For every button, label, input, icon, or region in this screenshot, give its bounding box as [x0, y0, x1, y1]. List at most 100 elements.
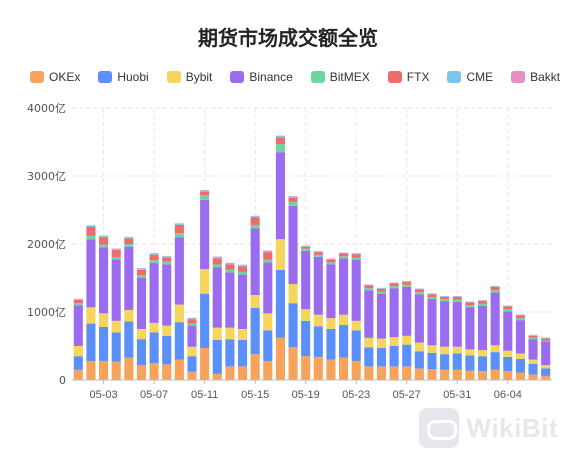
legend-swatch: [310, 71, 325, 83]
bar-segment-bitmex: [528, 337, 538, 340]
bar-segment-ftx: [490, 286, 500, 291]
bar-segment-binance: [263, 262, 273, 314]
bar-segment-okex: [364, 366, 374, 380]
wikibit-logo-icon: [418, 408, 459, 448]
bar-segment-ftx: [301, 246, 311, 249]
bar-segment-huobi: [200, 293, 210, 349]
bar-segment-cme: [351, 253, 361, 255]
bar-segment-binance: [414, 294, 424, 343]
legend-label: Huobi: [117, 70, 149, 84]
bar-segment-bybit: [376, 338, 387, 349]
y-tick-label: 2000亿: [27, 238, 66, 251]
bar-segment-binance: [515, 320, 525, 354]
bar-segment-binance: [313, 256, 323, 315]
bar-segment-bitmex: [225, 269, 235, 273]
bar-segment-bitmex: [452, 299, 462, 302]
bar-segment-bybit: [263, 313, 273, 331]
bar-segment-cme: [477, 300, 488, 302]
bar-segment-ftx: [389, 283, 399, 287]
bar-segment-okex: [149, 363, 159, 380]
bar-segment-ftx: [541, 338, 551, 341]
legend-item-binance[interactable]: Binance: [230, 70, 293, 84]
bar-segment-binance: [288, 205, 298, 285]
bar-segment-bitmex: [351, 257, 361, 260]
legend-item-okex[interactable]: OKEx: [30, 70, 80, 84]
legend-item-cme[interactable]: CME: [447, 70, 493, 84]
bar-segment-bitmex: [162, 261, 172, 265]
bar-segment-okex: [376, 366, 387, 380]
legend-item-ftx[interactable]: FTX: [387, 70, 429, 84]
bar-segment-bitmex: [326, 262, 336, 265]
bar-segment-ftx: [351, 254, 361, 258]
bar-segment-bitmex: [124, 244, 134, 247]
bar-segment-bybit: [326, 318, 336, 329]
bar-segment-huobi: [364, 347, 374, 367]
bar-segment-bybit: [124, 309, 134, 322]
bar-segment-ftx: [364, 285, 374, 289]
bar-segment-huobi: [136, 339, 147, 366]
bar-segment-binance: [99, 247, 109, 314]
bar-segment-bitmex: [301, 248, 311, 251]
bar-segment-bitmex: [402, 284, 412, 287]
legend-item-huobi[interactable]: Huobi: [98, 70, 149, 84]
bar-segment-bybit: [149, 322, 159, 333]
bar-segment-bitmex: [427, 297, 437, 300]
bar-segment-binance: [111, 259, 121, 321]
bar-segment-okex: [440, 369, 450, 380]
legend-item-bitmex[interactable]: BitMEX: [310, 70, 370, 84]
bar-segment-okex: [263, 360, 273, 380]
bar-segment-ftx: [162, 257, 172, 262]
bar-segment-bitmex: [99, 244, 109, 248]
bar-segment-bybit: [440, 346, 450, 355]
bar-segment-binance: [237, 274, 248, 329]
bar-segment-huobi: [339, 324, 349, 358]
bar-segment-huobi: [376, 348, 387, 367]
bar-segment-huobi: [515, 358, 525, 373]
bar-segment-binance: [86, 239, 96, 308]
bar-segment-okex: [503, 371, 513, 380]
bar-segment-bybit: [73, 346, 83, 357]
bar-segment-binance: [301, 250, 311, 310]
bar-segment-bybit: [86, 307, 96, 324]
bar-segment-okex: [528, 374, 538, 380]
bar-segment-ftx: [528, 335, 538, 338]
legend-item-bybit[interactable]: Bybit: [166, 70, 212, 84]
bar-segment-ftx: [124, 238, 134, 244]
bar-segment-cme: [364, 284, 374, 286]
bar-segment-okex: [187, 371, 197, 380]
bar-segment-bybit: [503, 350, 513, 357]
bar-segment-bitmex: [288, 201, 298, 206]
bar-segment-ftx: [414, 289, 424, 293]
bar-segment-bitmex: [339, 256, 349, 259]
bar-segment-bybit: [389, 337, 399, 346]
y-tick-label: 0: [59, 374, 66, 387]
bar-segment-bybit: [225, 327, 235, 340]
legend-label: Bakkt: [530, 70, 561, 84]
bar-segment-okex: [339, 357, 349, 380]
bar-segment-binance: [250, 228, 260, 295]
bar-segment-cme: [541, 337, 551, 339]
bar-segment-huobi: [225, 339, 235, 367]
bar-segment-cme: [414, 288, 424, 290]
bar-segment-bybit: [288, 284, 298, 304]
bar-segment-ftx: [263, 252, 273, 260]
bar-segment-cme: [402, 281, 412, 283]
bar-segment-ftx: [73, 299, 83, 304]
bar-segment-huobi: [503, 356, 513, 372]
bar-segment-bybit: [212, 327, 222, 340]
bar-segment-bybit: [301, 309, 311, 321]
bar-segment-cme: [326, 258, 336, 260]
x-tick-label: 05-03: [90, 389, 118, 401]
bar-segment-ftx: [402, 282, 412, 285]
x-tick-label: 05-31: [443, 389, 471, 401]
bar-segment-bybit: [414, 342, 424, 352]
bar-segment-ftx: [111, 250, 121, 257]
bar-segment-okex: [326, 359, 336, 380]
bar-segment-binance: [528, 339, 538, 360]
bar-segment-huobi: [174, 322, 184, 360]
bar-segment-ftx: [237, 266, 248, 272]
bar-segment-bybit: [313, 314, 323, 327]
bar-segment-okex: [212, 373, 222, 380]
legend-item-bakkt[interactable]: Bakkt: [511, 70, 560, 84]
